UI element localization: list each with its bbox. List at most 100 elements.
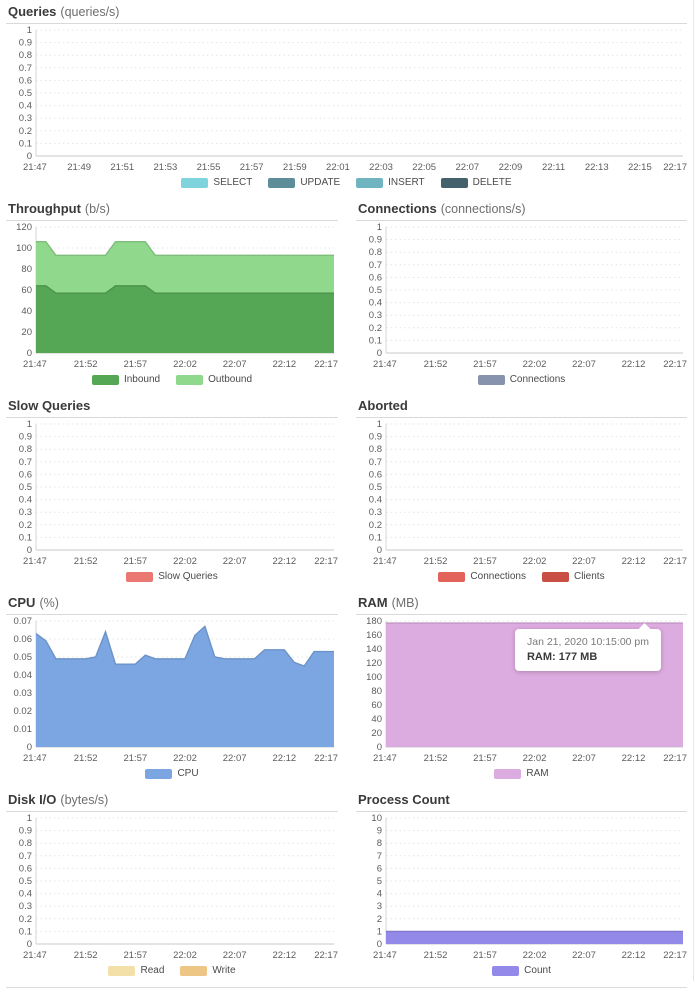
chart-section-queries: Queries (queries/s) 1 0.9 0.8 0.7 0.6 0.5 0.4 0.… bbox=[6, 2, 687, 190]
x-tick-label: 22:07 bbox=[455, 162, 479, 173]
queries-canvas: 1 0.90.8 0.70.6 0.5 0.40.3 0.20.1 021:47 21:49 2… bbox=[19, 26, 687, 173]
x-tick-label: 22:07 bbox=[223, 950, 247, 961]
legend-item-write[interactable]: Write bbox=[180, 965, 236, 976]
series-line bbox=[36, 285, 334, 294]
x-tick-label: 22:07 bbox=[223, 556, 247, 567]
y-tick-label: 0.2 bbox=[369, 520, 382, 531]
slow-queries-chart[interactable]: 1 0.9 0.8 0.7 0.6 0.5 0.4 0.3 0.2 0.1 0 21:47 21:52 2… bbox=[6, 420, 338, 568]
x-tick-label: 22:12 bbox=[622, 753, 646, 764]
legend-swatch bbox=[477, 374, 505, 385]
legend-item-connections[interactable]: Connections bbox=[477, 374, 566, 385]
chart-title-disk-io: Disk I/O (bytes/s) bbox=[6, 790, 338, 808]
legend-swatch bbox=[492, 965, 520, 976]
x-tick-label: 22:02 bbox=[523, 556, 547, 567]
title-divider bbox=[356, 220, 687, 221]
legend-label: Slow Queries bbox=[158, 571, 218, 582]
legend-item-inbound[interactable]: Inbound bbox=[91, 374, 160, 385]
x-tick-label: 22:13 bbox=[585, 162, 609, 173]
aborted-chart[interactable]: 1 0.9 0.8 0.7 0.6 0.5 0.4 0.3 0.2 0.1 0 21:47 21:52 2… bbox=[356, 420, 687, 568]
legend-label: Connections bbox=[509, 374, 566, 385]
x-tick-label: 21:57 bbox=[123, 950, 147, 961]
legend-swatch bbox=[176, 374, 204, 385]
legend-item-ram[interactable]: RAM bbox=[494, 768, 549, 779]
y-tick-label: 1 bbox=[377, 223, 382, 233]
y-tick-label: 0.8 bbox=[369, 247, 382, 258]
legend-label: Write bbox=[212, 965, 236, 976]
legend-swatch bbox=[438, 571, 466, 582]
y-tick-label: 0.7 bbox=[369, 260, 382, 271]
y-tick-label: 0 bbox=[377, 939, 382, 950]
y-tick-label: 0.02 bbox=[14, 706, 33, 717]
series-line bbox=[35, 625, 334, 667]
y-tick-label: 0.1 bbox=[369, 532, 382, 543]
x-tick-label: 22:02 bbox=[523, 950, 547, 961]
legend-item-select[interactable]: SELECT bbox=[181, 177, 252, 188]
y-tick-label: 40 bbox=[371, 714, 382, 725]
title-divider bbox=[6, 417, 338, 418]
y-tick-label: 60 bbox=[21, 285, 32, 296]
x-tick-label: 21:49 bbox=[67, 162, 91, 173]
x-tick-label: 22:02 bbox=[173, 950, 197, 961]
chart-section-connections: Connections (connections/s) 1 0.9 0.8 0.7 0.6… bbox=[356, 199, 687, 387]
x-tick-label: 22:12 bbox=[272, 950, 296, 961]
chart-title-slow-queries: Slow Queries bbox=[6, 396, 338, 414]
chart-title-text: CPU bbox=[8, 595, 36, 610]
disk-io-legend: Read Write bbox=[6, 963, 338, 978]
x-tick-label: 22:02 bbox=[523, 753, 547, 764]
legend-item-cpu[interactable]: CPU bbox=[145, 768, 199, 779]
throughput-chart[interactable]: 120 100 80 60 40 20 0 21:47 21:52 21:57 22:02 22:07… bbox=[6, 223, 338, 371]
legend-item-update[interactable]: UPDATE bbox=[268, 177, 340, 188]
chart-section-aborted: Aborted 1 0.9 0.8 0.7 0.6 0.5 0.4 0.3 0.2 0.1 0 21:… bbox=[356, 396, 687, 584]
x-tick-label: 22:15 bbox=[628, 162, 652, 173]
y-tick-label: 1 bbox=[27, 26, 32, 36]
x-tick-label: 21:59 bbox=[283, 162, 307, 173]
x-tick-label: 22:07 bbox=[223, 359, 247, 370]
chart-unit-text: (%) bbox=[39, 596, 59, 610]
x-tick-label: 21:53 bbox=[154, 162, 178, 173]
title-divider bbox=[356, 811, 687, 812]
chart-section-slow-queries: Slow Queries 1 0.9 0.8 0.7 0.6 0.5 0.4 0.3 0.2 0.… bbox=[6, 396, 338, 584]
legend-item-clients[interactable]: Clients bbox=[542, 571, 605, 582]
chart-title-text: Connections bbox=[358, 201, 437, 216]
legend-swatch bbox=[440, 177, 468, 188]
x-tick-label: 22:17 bbox=[314, 359, 338, 370]
y-tick-label: 0.2 bbox=[19, 126, 32, 137]
chart-section-cpu: CPU (%) 0.07 0.06 0.05 0.04 0.03 0.02 0.01 0 21:4… bbox=[6, 593, 338, 781]
chart-unit-text: (queries/s) bbox=[60, 5, 120, 19]
x-tick-label: 22:12 bbox=[622, 950, 646, 961]
legend-item-slow-queries[interactable]: Slow Queries bbox=[126, 571, 218, 582]
legend-swatch bbox=[126, 571, 154, 582]
x-tick-label: 21:52 bbox=[424, 359, 448, 370]
legend-item-read[interactable]: Read bbox=[108, 965, 164, 976]
x-tick-label: 21:52 bbox=[424, 556, 448, 567]
ram-legend: RAM bbox=[356, 766, 687, 781]
chart-unit-text: (connections/s) bbox=[440, 202, 526, 216]
process-count-chart[interactable]: 10 9 8 7 6 5 4 3 2 1 0 21:47 21:52 21:57 22:02 22:07 22:… bbox=[356, 814, 687, 962]
x-tick-label: 22:02 bbox=[173, 556, 197, 567]
y-tick-label: 0.03 bbox=[14, 688, 33, 699]
legend-item-delete[interactable]: DELETE bbox=[440, 177, 512, 188]
x-tick-label: 21:52 bbox=[74, 359, 98, 370]
slow-queries-legend: Slow Queries bbox=[6, 569, 338, 584]
y-tick-label: 7 bbox=[377, 851, 382, 862]
ram-chart[interactable]: 180 160 140 120 100 80 60 40 20 0 21:47 21:52 21:57 2… bbox=[356, 617, 687, 765]
connections-chart[interactable]: 1 0.9 0.8 0.7 0.6 0.5 0.4 0.3 0.2 0.1 0 21:47 21:52 2… bbox=[356, 223, 687, 371]
y-tick-label: 0.6 bbox=[369, 272, 382, 283]
y-tick-label: 0.2 bbox=[19, 914, 32, 925]
x-tick-label: 22:12 bbox=[272, 359, 296, 370]
queries-chart[interactable]: 1 0.9 0.8 0.7 0.6 0.5 0.4 0.3 0.2 0.1 0 21:47 21:49 2… bbox=[6, 26, 687, 174]
x-tick-label: 21:47 bbox=[23, 950, 47, 961]
disk-io-chart[interactable]: 1 0.9 0.8 0.7 0.6 0.5 0.4 0.3 0.2 0.1 0 21:47 21:52 2… bbox=[6, 814, 338, 962]
x-tick-label: 21:47 bbox=[373, 359, 397, 370]
cpu-legend: CPU bbox=[6, 766, 338, 781]
legend-item-insert[interactable]: INSERT bbox=[356, 177, 425, 188]
legend-item-count[interactable]: Count bbox=[492, 965, 551, 976]
x-tick-label: 22:17 bbox=[663, 359, 687, 370]
legend-swatch bbox=[181, 177, 209, 188]
legend-item-outbound[interactable]: Outbound bbox=[176, 374, 252, 385]
y-tick-label: 0.4 bbox=[369, 495, 382, 506]
y-tick-label: 8 bbox=[377, 838, 382, 849]
cpu-chart[interactable]: 0.07 0.06 0.05 0.04 0.03 0.02 0.01 0 21:47 21:52 2… bbox=[6, 617, 339, 765]
legend-item-connections[interactable]: Connections bbox=[438, 571, 526, 582]
